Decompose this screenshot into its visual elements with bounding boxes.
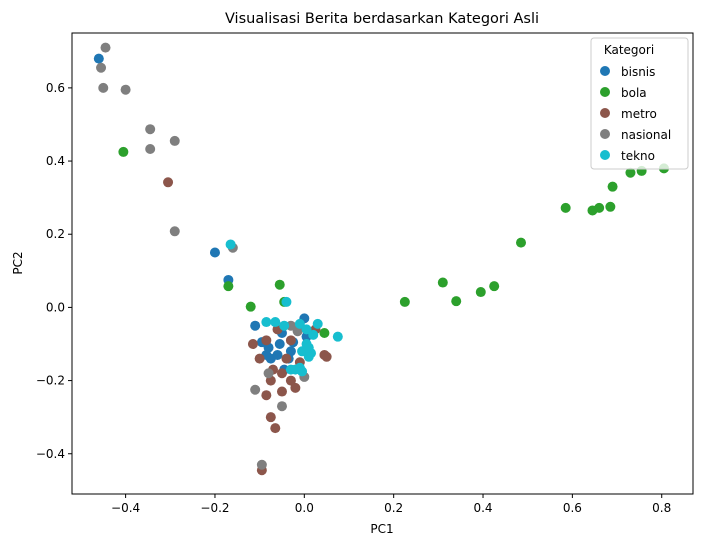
point-metro-11 bbox=[281, 353, 292, 364]
point-tekno-4 bbox=[279, 320, 290, 331]
x-tick-label: 0.0 bbox=[295, 501, 314, 515]
x-tick-label: −0.4 bbox=[111, 501, 140, 515]
x-tick-label: 0.2 bbox=[384, 501, 403, 515]
point-bisnis-15 bbox=[272, 349, 283, 360]
point-bola-8 bbox=[451, 296, 462, 307]
point-tekno-5 bbox=[294, 318, 305, 329]
point-nasional-10 bbox=[263, 368, 274, 379]
point-tekno-17 bbox=[308, 329, 319, 340]
point-bola-0 bbox=[118, 146, 129, 157]
point-bola-6 bbox=[399, 296, 410, 307]
point-metro-3 bbox=[261, 335, 272, 346]
legend-label-bisnis: bisnis bbox=[621, 65, 655, 79]
point-bisnis-16 bbox=[285, 346, 296, 357]
x-axis: −0.4 −0.2 0.0 0.2 0.4 0.6 0.8 bbox=[111, 494, 671, 515]
x-tick-label: 0.6 bbox=[563, 501, 582, 515]
point-nasional-3 bbox=[120, 84, 131, 95]
point-nasional-1 bbox=[96, 62, 107, 73]
x-tick-label: 0.4 bbox=[473, 501, 492, 515]
point-tekno-6 bbox=[301, 324, 312, 335]
points-layer bbox=[93, 42, 669, 476]
point-tekno-0 bbox=[225, 239, 236, 250]
point-nasional-11 bbox=[276, 401, 287, 412]
point-bola-2 bbox=[245, 301, 256, 312]
x-tick-label: 0.8 bbox=[652, 501, 671, 515]
y-axis-label: PC2 bbox=[11, 251, 25, 274]
legend-label-tekno: tekno bbox=[621, 149, 655, 163]
point-bola-17 bbox=[625, 167, 636, 178]
point-nasional-0 bbox=[100, 42, 111, 53]
y-tick-label: 0.0 bbox=[46, 300, 65, 314]
y-tick-label: −0.4 bbox=[36, 447, 65, 461]
point-nasional-9 bbox=[250, 384, 261, 395]
point-nasional-12 bbox=[256, 459, 267, 470]
point-bisnis-3 bbox=[250, 320, 261, 331]
point-metro-19 bbox=[319, 349, 330, 360]
point-metro-12 bbox=[285, 375, 296, 386]
point-metro-4 bbox=[261, 390, 272, 401]
point-bisnis-7 bbox=[274, 338, 285, 349]
legend: Kategori bisnis bola metro nasional tekno bbox=[590, 37, 689, 170]
point-bola-16 bbox=[607, 181, 618, 192]
y-tick-label: 0.6 bbox=[46, 81, 65, 95]
point-tekno-3 bbox=[270, 317, 281, 328]
legend-items: bisnis bola metro nasional tekno bbox=[600, 65, 671, 163]
point-bola-11 bbox=[516, 237, 526, 248]
point-bisnis-0 bbox=[93, 53, 104, 64]
point-tekno-15 bbox=[297, 366, 308, 377]
y-tick-label: 0.2 bbox=[46, 227, 65, 241]
legend-title: Kategori bbox=[604, 43, 654, 57]
point-tekno-18 bbox=[285, 364, 296, 375]
point-tekno-11 bbox=[303, 351, 314, 362]
point-nasional-7 bbox=[169, 226, 180, 237]
legend-marker-metro bbox=[600, 108, 610, 118]
point-metro-20 bbox=[285, 335, 296, 346]
legend-marker-tekno bbox=[600, 150, 610, 160]
point-tekno-1 bbox=[281, 296, 292, 307]
point-bola-12 bbox=[560, 202, 571, 213]
point-tekno-2 bbox=[261, 317, 272, 328]
point-nasional-6 bbox=[169, 135, 180, 146]
point-metro-10 bbox=[276, 368, 287, 379]
point-nasional-2 bbox=[98, 82, 109, 93]
point-bola-9 bbox=[475, 287, 486, 298]
y-tick-label: −0.2 bbox=[36, 374, 65, 388]
point-tekno-16 bbox=[303, 342, 314, 353]
x-tick-label: −0.2 bbox=[200, 501, 229, 515]
point-bola-15 bbox=[605, 201, 616, 212]
legend-frame bbox=[590, 37, 689, 170]
point-bisnis-1 bbox=[209, 247, 220, 258]
point-metro-8 bbox=[270, 423, 281, 434]
legend-label-bola: bola bbox=[621, 86, 647, 100]
plot-frame bbox=[71, 32, 694, 495]
point-metro-7 bbox=[265, 412, 276, 423]
point-bola-5 bbox=[319, 328, 330, 339]
point-bola-10 bbox=[489, 281, 500, 292]
point-metro-2 bbox=[254, 353, 265, 364]
point-bola-1 bbox=[223, 281, 234, 292]
point-tekno-7 bbox=[312, 318, 323, 329]
chart-title: Visualisasi Berita berdasarkan Kategori … bbox=[225, 11, 539, 27]
point-tekno-8 bbox=[332, 331, 343, 342]
point-metro-13 bbox=[290, 382, 301, 393]
point-nasional-5 bbox=[145, 143, 156, 154]
point-metro-1 bbox=[247, 338, 258, 349]
point-metro-0 bbox=[163, 177, 174, 188]
y-tick-label: 0.4 bbox=[46, 154, 65, 168]
y-axis: −0.4 −0.2 0.0 0.2 0.4 0.6 bbox=[36, 81, 72, 461]
x-axis-label: PC1 bbox=[370, 522, 393, 536]
point-metro-9 bbox=[276, 386, 287, 397]
legend-label-metro: metro bbox=[621, 107, 657, 121]
point-bola-7 bbox=[437, 277, 448, 288]
legend-marker-nasional bbox=[600, 129, 610, 139]
point-bola-14 bbox=[594, 202, 605, 213]
legend-marker-bisnis bbox=[600, 66, 610, 76]
point-bola-3 bbox=[274, 279, 285, 290]
point-nasional-4 bbox=[145, 124, 156, 135]
legend-label-nasional: nasional bbox=[621, 128, 671, 142]
legend-marker-bola bbox=[600, 87, 610, 97]
